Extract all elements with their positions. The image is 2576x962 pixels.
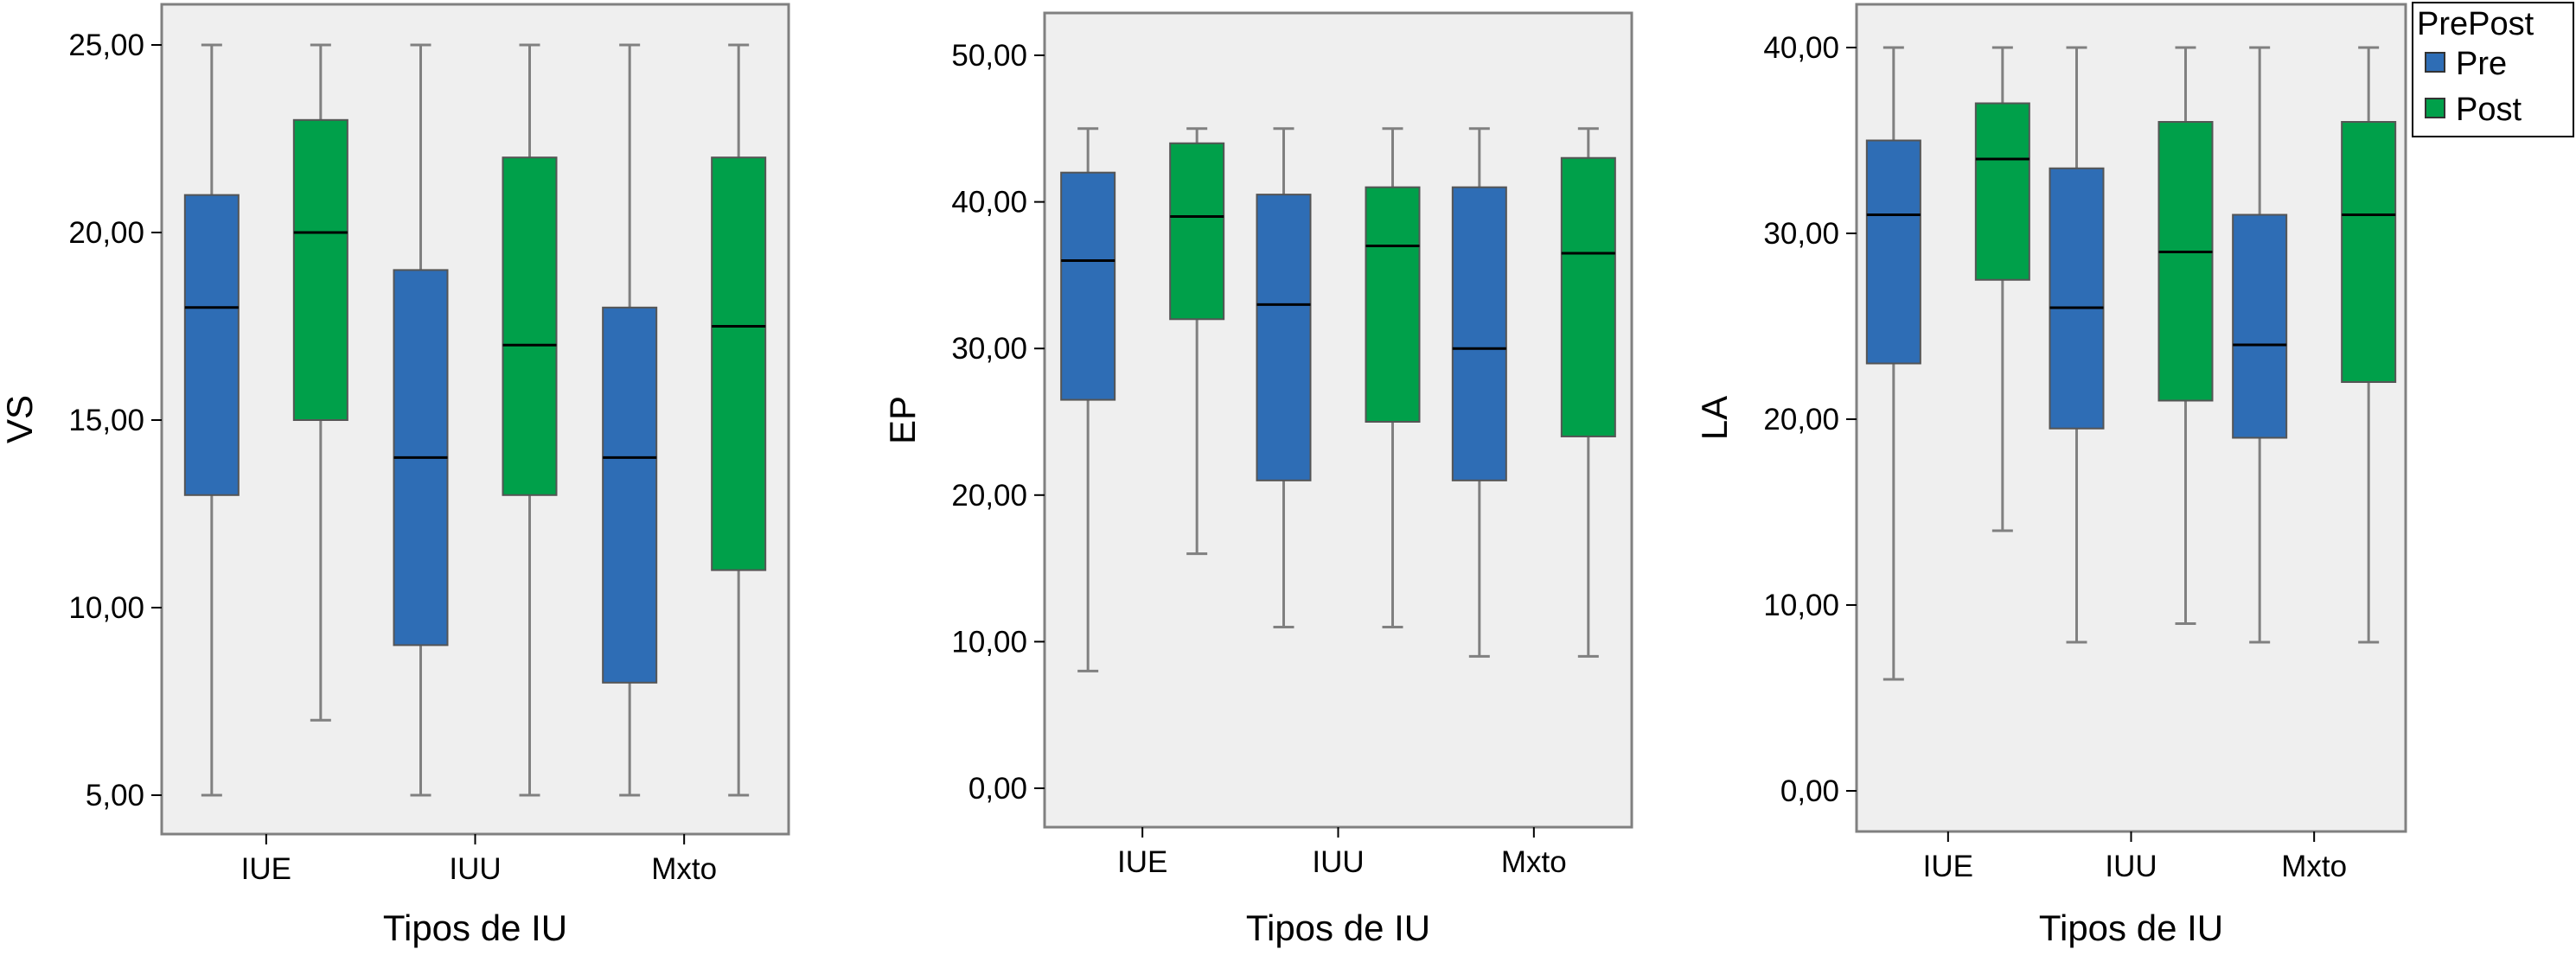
x-tick-label: IUE [241,852,291,886]
box-post-iuu [502,43,558,797]
iqr-box [2341,121,2397,383]
x-axis-title: Tipos de IU [2039,908,2223,948]
y-tick-label: 20,00 [1763,403,1839,436]
iqr-box [1169,142,1225,321]
y-tick-label: 40,00 [951,186,1027,220]
y-tick-label: 0,00 [968,772,1027,806]
y-tick-label: 30,00 [1763,217,1839,251]
iqr-box [1451,186,1507,481]
box-post-mxto [2341,46,2397,644]
box-pre-iuu [393,43,449,797]
legend-label-post: Post [2456,92,2522,128]
iqr-box [502,156,558,496]
legend-swatch-pre [2425,52,2445,73]
iqr-box [183,194,240,496]
legend-title: PrePost [2417,6,2534,42]
iqr-box [1865,139,1921,365]
iqr-box [2049,167,2105,430]
plot-area [1043,11,1633,829]
box-post-iuu [1365,127,1421,628]
x-tick-label: Mxto [651,852,717,886]
y-tick-label: 10,00 [68,591,144,625]
x-tick-label: Mxto [1501,845,1567,879]
iqr-box [2232,213,2288,439]
iqr-box [602,306,658,684]
legend-label-pre: Pre [2456,46,2507,82]
x-tick-label: IUU [2105,850,2157,883]
iqr-box [1256,194,1312,481]
box-pre-iuu [2049,46,2105,644]
plot-area [160,3,790,836]
box-pre-mxto [602,43,658,797]
iqr-box [292,118,348,422]
y-tick-label: 20,00 [68,216,144,250]
y-axis-title: VS [0,395,40,443]
box-pre-iuu [1256,127,1312,628]
y-tick-label: 0,00 [1780,774,1839,808]
y-tick-label: 15,00 [68,404,144,437]
iqr-box [2157,121,2214,402]
x-tick-label: IUE [1923,850,1973,883]
y-tick-label: 20,00 [951,479,1027,513]
y-tick-label: 40,00 [1763,31,1839,65]
y-tick-label: 10,00 [951,625,1027,659]
iqr-box [711,156,767,571]
plot-area [1855,3,2407,833]
box-post-iue [1169,127,1225,556]
y-axis-title: EP [882,396,923,444]
box-pre-mxto [2232,46,2288,644]
box-pre-mxto [1451,127,1507,658]
chart-panel-ep: 0,00 10,00 20,00 30,00 40,00 50,00 IUE IUU Mxto T… [882,11,1633,948]
y-tick-label: 5,00 [86,779,144,812]
x-axis-title: Tipos de IU [383,908,567,948]
legend-swatch-post [2425,98,2445,118]
box-post-iuu [2157,46,2214,625]
box-pre-iue [1865,46,1921,681]
x-tick-label: IUU [449,852,501,886]
y-tick-label: 50,00 [951,39,1027,73]
iqr-box [1560,156,1616,437]
chart-panel-vs: 5,00 10,00 15,00 20,00 25,00 IUE IUU Mxto Tipos … [0,3,790,948]
x-tick-label: IUE [1117,845,1167,879]
y-tick-label: 25,00 [68,29,144,62]
box-post-mxto [1560,127,1616,658]
y-tick-label: 30,00 [951,332,1027,366]
box-pre-iue [183,43,240,797]
y-tick-label: 10,00 [1763,589,1839,622]
iqr-box [1974,102,2030,281]
x-tick-label: Mxto [2281,850,2347,883]
y-axis-title: LA [1694,396,1735,440]
box-post-mxto [711,43,767,797]
iqr-box [1060,171,1116,401]
box-post-iue [292,43,348,722]
iqr-box [1365,186,1421,423]
box-post-iue [1974,46,2030,532]
box-pre-iue [1060,127,1116,672]
x-axis-title: Tipos de IU [1246,908,1430,948]
chart-panel-la: 0,00 10,00 20,00 30,00 40,00 IUE IUU Mxto Tipos … [1694,3,2407,948]
x-tick-label: IUU [1312,845,1364,879]
